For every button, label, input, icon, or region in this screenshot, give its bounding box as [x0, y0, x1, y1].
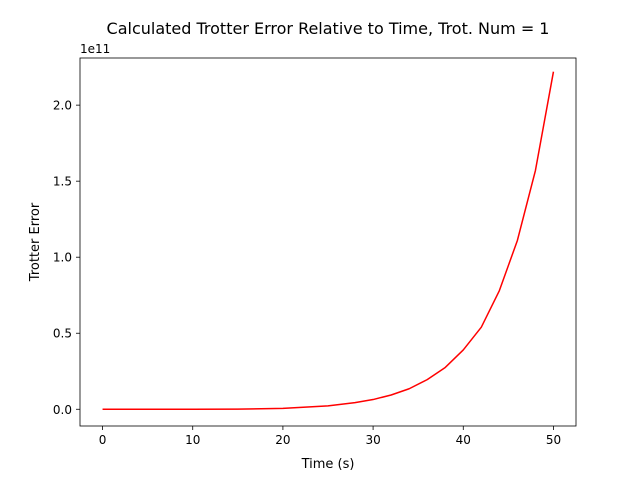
y-tick-label: 0.0 [53, 403, 72, 417]
plot-area [79, 57, 577, 427]
x-tick-label: 40 [456, 433, 471, 447]
x-axis-label: Time (s) [301, 457, 355, 472]
x-tick-label: 30 [365, 433, 380, 447]
y-tick-label: 2.0 [53, 99, 72, 113]
y-tick-label: 0.5 [53, 327, 72, 341]
x-tick-label: 50 [546, 433, 561, 447]
y-tick-label: 1.5 [53, 175, 72, 189]
x-tick-label: 10 [185, 433, 200, 447]
x-tick-label: 0 [99, 433, 107, 447]
axes-frame [79, 57, 577, 427]
y-tick-label: 1.0 [53, 251, 72, 265]
y-axis-offset-label: 1e11 [80, 42, 110, 56]
y-axis-label: Trotter Error [28, 202, 43, 282]
series-line-0 [102, 71, 555, 411]
chart-title: Calculated Trotter Error Relative to Tim… [107, 19, 550, 38]
y-axis-ticks: 0.0 0.5 1.0 1.5 2.0 [53, 99, 80, 417]
x-tick-label: 20 [275, 433, 290, 447]
x-axis-ticks: 0 10 20 30 40 50 [99, 426, 561, 447]
